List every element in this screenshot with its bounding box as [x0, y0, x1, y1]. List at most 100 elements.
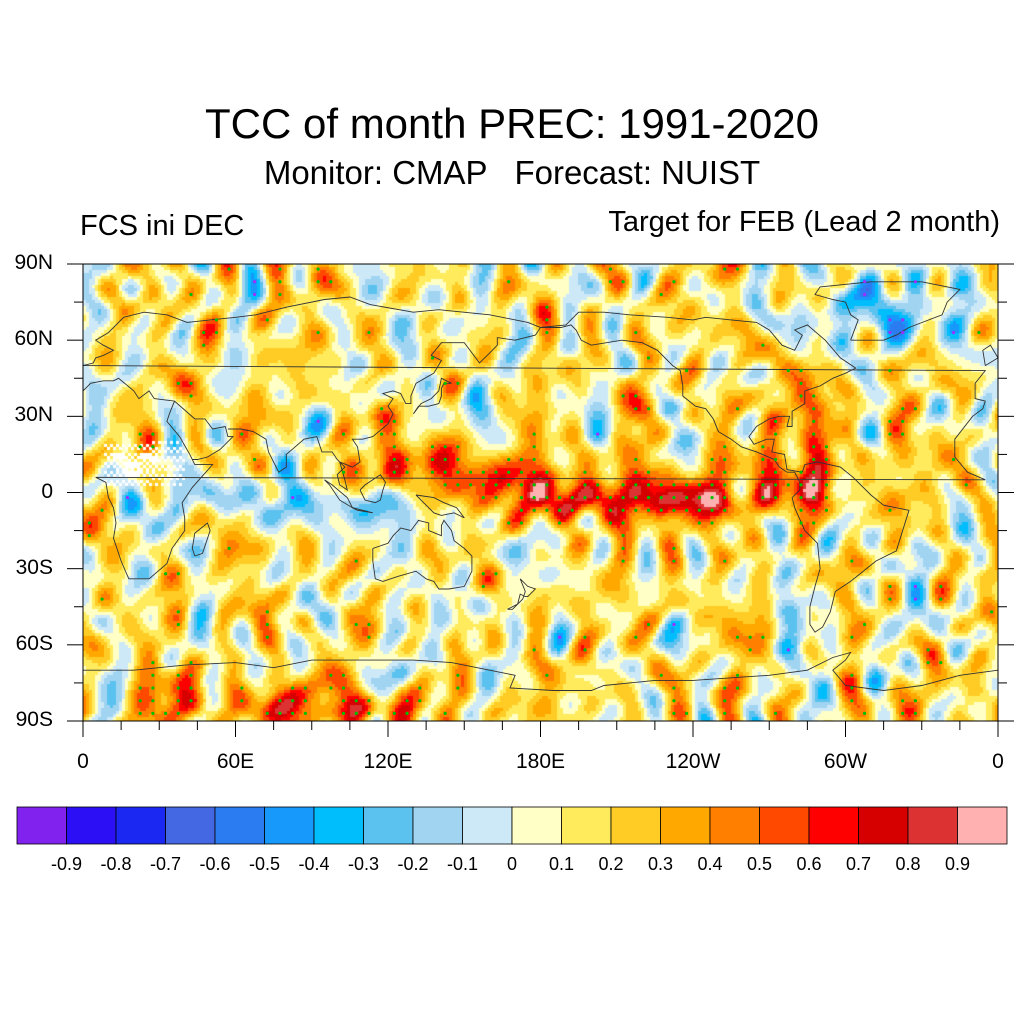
- significant-positive-dot: [621, 521, 625, 525]
- significant-positive-dot: [240, 686, 244, 690]
- significant-positive-dot: [913, 699, 917, 703]
- significant-positive-dot: [367, 330, 371, 335]
- significant-positive-dot: [341, 673, 346, 677]
- significant-positive-dot: [672, 699, 676, 703]
- significant-positive-dot: [469, 470, 473, 474]
- significant-positive-dot: [481, 470, 485, 474]
- coastline: [415, 494, 465, 519]
- significant-positive-dot: [799, 508, 803, 512]
- significant-positive-dot: [672, 508, 676, 512]
- significant-positive-dot: [138, 699, 142, 703]
- significant-positive-dot: [557, 521, 562, 525]
- colorbar-label: 0.9: [944, 854, 971, 874]
- significant-positive-dot: [621, 534, 625, 538]
- significant-positive-dot: [634, 635, 638, 639]
- significant-positive-dot: [367, 699, 371, 703]
- significant-positive-dot: [316, 330, 320, 335]
- significant-positive-dot: [939, 584, 943, 589]
- significant-positive-dot: [138, 445, 142, 449]
- significant-positive-dot: [443, 457, 447, 462]
- significant-positive-dot: [888, 419, 892, 424]
- significant-positive-dot: [761, 445, 765, 449]
- significant-positive-dot: [812, 483, 816, 487]
- significant-positive-dot: [799, 394, 803, 398]
- significant-positive-dot: [354, 559, 358, 563]
- significant-positive-dot: [824, 483, 829, 487]
- significant-positive-dot: [189, 394, 193, 398]
- significant-positive-dot: [672, 559, 676, 563]
- significant-positive-dot: [392, 711, 396, 715]
- significant-positive-dot: [634, 508, 638, 512]
- significant-positive-dot: [812, 495, 816, 500]
- significant-positive-dot: [850, 559, 854, 563]
- significant-positive-dot: [138, 711, 142, 715]
- significant-positive-dot: [151, 432, 155, 436]
- significant-positive-dot: [672, 546, 676, 550]
- coastline: [507, 578, 537, 610]
- y-tick-label: 60N: [14, 327, 53, 351]
- significant-positive-dot: [392, 432, 396, 436]
- colorbar-label: 0.6: [796, 854, 822, 874]
- significant-positive-dot: [748, 648, 752, 652]
- significant-negative-dot: [951, 330, 956, 335]
- significant-positive-dot: [799, 521, 803, 525]
- significant-positive-dot: [265, 622, 269, 627]
- significant-positive-dot: [850, 699, 854, 703]
- significant-positive-dot: [341, 432, 346, 436]
- significant-positive-dot: [812, 457, 816, 462]
- y-tick-label: 30N: [14, 403, 53, 427]
- colorbar-label: -0.2: [397, 854, 429, 874]
- significant-positive-dot: [278, 280, 282, 284]
- significant-positive-dot: [291, 686, 295, 690]
- significant-positive-dot: [812, 394, 816, 398]
- significant-positive-dot: [176, 381, 180, 385]
- significant-positive-dot: [265, 318, 269, 322]
- significant-positive-dot: [583, 483, 587, 487]
- right-string: Target for FEB (Lead 2 month): [608, 206, 1000, 238]
- significant-positive-dot: [862, 711, 867, 715]
- x-tick-label: 120W: [665, 750, 721, 773]
- significant-positive-dot: [901, 407, 905, 411]
- significant-positive-dot: [621, 280, 625, 284]
- significant-positive-dot: [354, 699, 358, 703]
- colorbar-label: -0.6: [199, 854, 231, 874]
- significant-positive-dot: [443, 483, 447, 487]
- y-tick-label: 60S: [15, 631, 53, 655]
- correlation-field: [83, 264, 998, 721]
- significant-positive-dot: [430, 445, 435, 449]
- significant-positive-dot: [913, 711, 917, 715]
- coastline: [982, 344, 999, 366]
- significant-positive-dot: [430, 356, 435, 360]
- colorbar-box: [264, 806, 315, 845]
- significant-positive-dot: [799, 369, 803, 373]
- significant-positive-dot: [189, 699, 193, 703]
- significant-positive-dot: [634, 495, 638, 500]
- significant-positive-dot: [646, 356, 651, 360]
- y-tick-label: 0: [41, 479, 53, 503]
- significant-positive-dot: [456, 483, 460, 487]
- significant-positive-dot: [761, 635, 765, 639]
- colorbar-box: [16, 806, 67, 845]
- significant-positive-dot: [799, 495, 803, 500]
- significant-positive-dot: [659, 292, 663, 297]
- significant-negative-dot: [901, 318, 905, 322]
- significant-positive-dot: [545, 330, 549, 335]
- significant-positive-dot: [634, 394, 638, 398]
- colorbar-box: [808, 806, 859, 845]
- significant-positive-dot: [824, 457, 829, 462]
- colorbar-box: [858, 806, 909, 845]
- significant-positive-dot: [341, 470, 346, 474]
- colorbar-box: [313, 806, 364, 845]
- significant-positive-dot: [735, 673, 740, 677]
- significant-positive-dot: [774, 457, 778, 462]
- significant-positive-dot: [303, 699, 307, 703]
- x-tick-label: 180E: [515, 750, 566, 773]
- significant-positive-dot: [100, 597, 104, 601]
- significant-positive-dot: [608, 495, 612, 500]
- significant-positive-dot: [176, 610, 180, 614]
- significant-negative-dot: [672, 622, 676, 627]
- significant-positive-dot: [685, 369, 689, 373]
- coastline: [82, 365, 987, 580]
- significant-positive-dot: [240, 699, 244, 703]
